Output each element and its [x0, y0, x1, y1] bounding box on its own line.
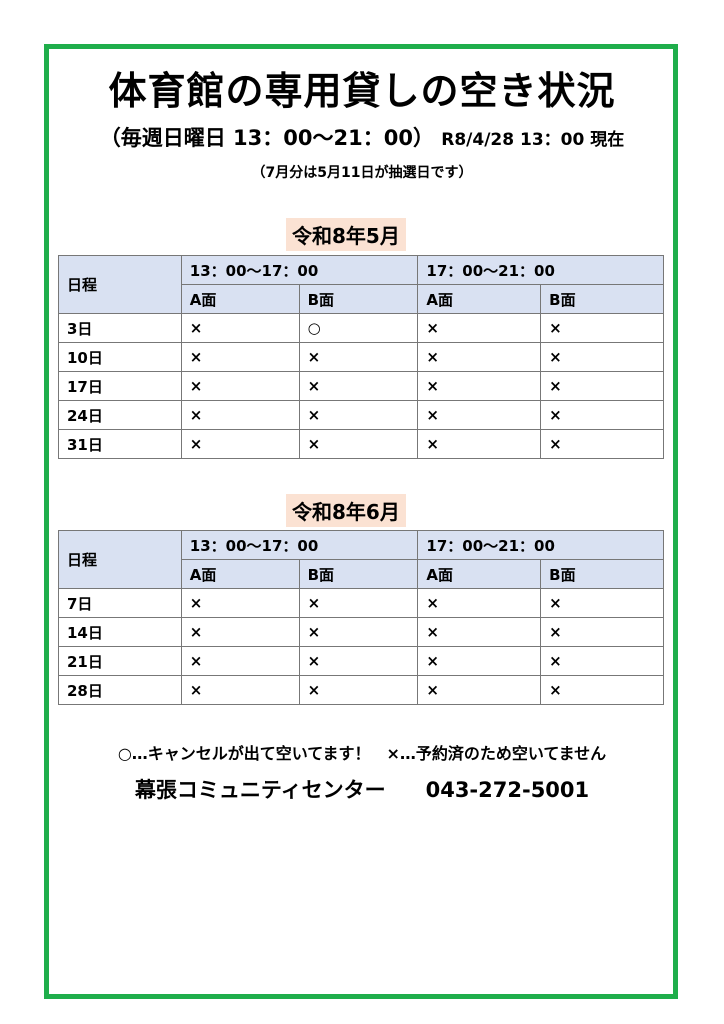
table-row: 31日 × × × ×: [58, 429, 664, 459]
day-cell: 24日: [58, 400, 182, 430]
court-b-header: B面: [298, 559, 419, 589]
table-row: 28日 × × × ×: [58, 675, 664, 705]
status-cell: ×: [417, 429, 542, 459]
slot2-header: 17：00～21：00: [417, 530, 664, 560]
status-cell: ×: [298, 588, 419, 618]
table-row: 7日 × × × ×: [58, 588, 664, 618]
status-cell: ×: [180, 371, 300, 401]
schedule-header: 日程: [58, 255, 182, 314]
status-cell: ×: [540, 313, 664, 343]
status-cell: ×: [540, 429, 664, 459]
status-cell: ×: [417, 342, 542, 372]
status-cell: ×: [180, 588, 300, 618]
status-cell: ×: [298, 675, 419, 705]
status-cell: ×: [180, 617, 300, 647]
court-b-header: B面: [298, 284, 419, 314]
status-cell: ×: [180, 313, 300, 343]
court-b-header: B面: [540, 284, 664, 314]
table-row: 24日 × × × ×: [58, 400, 664, 430]
status-cell: ×: [417, 617, 542, 647]
slot1-header: 13：00～17：00: [180, 530, 419, 560]
status-cell: ×: [540, 675, 664, 705]
schedule-header: 日程: [58, 530, 182, 589]
status-cell: ×: [417, 675, 542, 705]
status-cell: ×: [417, 588, 542, 618]
status-cell: ×: [298, 429, 419, 459]
status-cell: ×: [417, 646, 542, 676]
status-cell: ×: [298, 617, 419, 647]
day-cell: 21日: [58, 646, 182, 676]
availability-table: 日程 13：00～17：00 17：00～21：00 A面 B面 A面 B面 7日 × × ×…: [58, 530, 664, 705]
status-cell: ×: [540, 371, 664, 401]
center-name: 幕張コミュニティセンター: [134, 778, 386, 802]
day-cell: 28日: [58, 675, 182, 705]
table-row: 14日 × × × ×: [58, 617, 664, 647]
subtitle: （毎週日曜日 13：00～21：00） R8/4/28 13：00 現在: [0, 122, 724, 152]
status-cell: ×: [540, 588, 664, 618]
court-a-header: A面: [180, 284, 300, 314]
status-cell: ○: [298, 313, 419, 343]
status-cell: ×: [180, 646, 300, 676]
table-row: 21日 × × × ×: [58, 646, 664, 676]
legend: ○…キャンセルが出て空いてます！ ×…予約済のため空いてません: [117, 744, 607, 763]
court-a-header: A面: [417, 559, 542, 589]
status-cell: ×: [540, 400, 664, 430]
phone: 043-272-5001: [425, 778, 590, 802]
status-cell: ×: [540, 342, 664, 372]
page-title: 体育館の専用貸しの空き状況: [108, 69, 616, 113]
status-cell: ×: [180, 342, 300, 372]
status-cell: ×: [298, 646, 419, 676]
contact: 幕張コミュニティセンター 043-272-5001: [0, 774, 724, 804]
day-cell: 17日: [58, 371, 182, 401]
green-frame: [44, 44, 678, 999]
table-row: 10日 × × × ×: [58, 342, 664, 372]
status-cell: ×: [540, 646, 664, 676]
day-cell: 14日: [58, 617, 182, 647]
status-cell: ×: [180, 400, 300, 430]
status-cell: ×: [298, 342, 419, 372]
status-cell: ×: [180, 429, 300, 459]
day-cell: 3日: [58, 313, 182, 343]
hours: （毎週日曜日 13：00～21：00）: [99, 126, 434, 150]
slot1-header: 13：00～17：00: [180, 255, 419, 285]
court-b-header: B面: [540, 559, 664, 589]
status-cell: ×: [298, 371, 419, 401]
slot2-header: 17：00～21：00: [417, 255, 664, 285]
as-of: R8/4/28 13：00 現在: [441, 130, 625, 150]
status-cell: ×: [540, 617, 664, 647]
status-cell: ×: [180, 675, 300, 705]
day-cell: 10日: [58, 342, 182, 372]
month-heading: 令和8年5月: [286, 218, 406, 251]
table-row: 17日 × × × ×: [58, 371, 664, 401]
court-a-header: A面: [417, 284, 542, 314]
day-cell: 31日: [58, 429, 182, 459]
availability-table: 日程 13：00～17：00 17：00～21：00 A面 B面 A面 B面 3日 × ○ ×…: [58, 255, 664, 459]
month-heading: 令和8年6月: [286, 494, 406, 527]
status-cell: ×: [417, 313, 542, 343]
day-cell: 7日: [58, 588, 182, 618]
lottery-note: （7月分は5月11日が抽選日です）: [251, 165, 473, 181]
status-cell: ×: [417, 400, 542, 430]
court-a-header: A面: [180, 559, 300, 589]
status-cell: ×: [298, 400, 419, 430]
status-cell: ×: [417, 371, 542, 401]
table-row: 3日 × ○ × ×: [58, 313, 664, 343]
